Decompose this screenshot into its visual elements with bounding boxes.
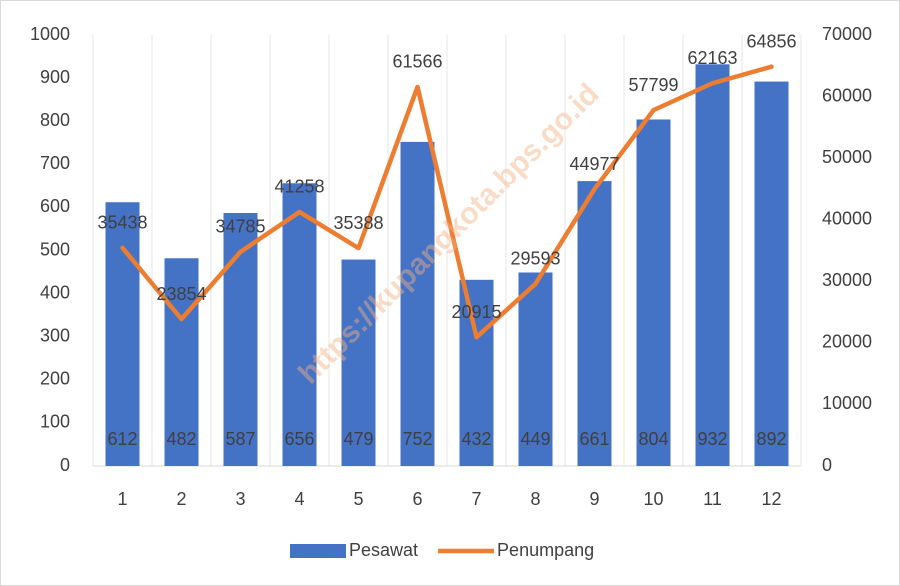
line-value-label: 34785	[215, 217, 265, 237]
bar	[518, 272, 553, 466]
x-tick-label: 3	[235, 489, 245, 509]
y-tick-label: 900	[40, 67, 70, 87]
legend-swatch	[290, 544, 346, 558]
y-tick-label: 600	[40, 196, 70, 216]
y-tick-label: 200	[40, 369, 70, 389]
bar-value-label: 892	[756, 429, 786, 449]
line-value-label: 41258	[274, 177, 324, 197]
line-value-label: 35438	[97, 213, 147, 233]
bar	[577, 181, 612, 466]
y-tick-label: 300	[40, 325, 70, 345]
y-tick-label: 500	[40, 239, 70, 259]
y-tick-label: 1000	[30, 24, 70, 44]
x-tick-label: 8	[530, 489, 540, 509]
y2-tick-label: 50000	[822, 147, 872, 167]
bar	[754, 81, 789, 466]
x-tick-label: 11	[703, 489, 722, 509]
bar-value-label: 932	[697, 429, 727, 449]
y2-tick-label: 70000	[822, 24, 872, 44]
bar	[695, 64, 730, 467]
line-value-label: 57799	[628, 75, 678, 95]
x-tick-label: 9	[589, 489, 599, 509]
line-value-label: 23854	[156, 284, 206, 304]
legend-label: Penumpang	[497, 540, 594, 560]
bar	[636, 119, 671, 466]
bar	[164, 258, 199, 466]
bar-value-label: 482	[166, 429, 196, 449]
y2-tick-label: 20000	[822, 332, 872, 352]
bar-value-label: 752	[402, 429, 432, 449]
line-value-label: 20915	[451, 302, 501, 322]
line	[120, 64, 774, 340]
x-tick-label: 5	[353, 489, 363, 509]
bar-value-label: 656	[284, 429, 314, 449]
x-tick-label: 12	[761, 489, 781, 509]
bar-value-label: 449	[520, 429, 550, 449]
bar	[400, 141, 435, 466]
y2-tick-label: 0	[822, 455, 832, 475]
bar	[105, 202, 140, 466]
y-tick-label: 400	[40, 282, 70, 302]
x-tick-label: 1	[117, 489, 127, 509]
y2-tick-label: 10000	[822, 393, 872, 413]
line-value-label: 44977	[569, 154, 619, 174]
bar-value-label: 479	[343, 429, 373, 449]
bar-value-label: 612	[107, 429, 137, 449]
line-value-label: 35388	[333, 213, 383, 233]
line-value-label: 61566	[392, 52, 442, 72]
y-tick-label: 0	[60, 455, 70, 475]
y2-tick-label: 40000	[822, 208, 872, 228]
y-tick-label: 800	[40, 110, 70, 130]
bar-value-label: 661	[579, 429, 609, 449]
bar-value-label: 432	[461, 429, 491, 449]
x-tick-label: 7	[471, 489, 481, 509]
y2-tick-label: 30000	[822, 270, 872, 290]
x-tick-label: 2	[176, 489, 186, 509]
bar	[341, 259, 376, 466]
x-tick-label: 6	[412, 489, 422, 509]
x-tick-label: 4	[294, 489, 304, 509]
y2-tick-label: 60000	[822, 85, 872, 105]
y-tick-label: 100	[40, 412, 70, 432]
y-tick-label: 700	[40, 153, 70, 173]
bar-value-label: 587	[225, 429, 255, 449]
bar	[459, 279, 494, 466]
legend-label: Pesawat	[349, 540, 418, 560]
bar-value-label: 804	[638, 429, 668, 449]
x-tick-label: 10	[643, 489, 663, 509]
bar	[282, 183, 317, 466]
line-value-label: 64856	[746, 31, 796, 51]
line-value-label: 29593	[510, 249, 560, 269]
line-value-label: 62163	[687, 48, 737, 68]
